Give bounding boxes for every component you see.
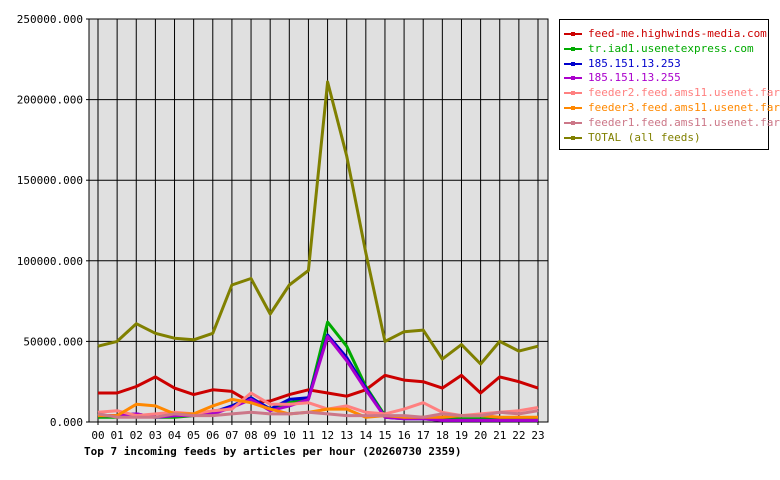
x-tick-label: 16 (397, 429, 410, 442)
legend-label: feed-me.highwinds-media.com (588, 27, 767, 40)
legend-label: feeder2.feed.ams11.usenet.farm (588, 86, 780, 100)
legend-entry: feeder3.feed.ams11.usenet.farm (564, 101, 780, 115)
legend-entry: feed-me.highwinds-media.com (564, 27, 767, 41)
x-tick-label: 12 (321, 429, 334, 442)
x-tick-label: 14 (359, 429, 373, 442)
legend-swatch (564, 46, 582, 51)
y-tick-label: 100000.000 (17, 255, 83, 268)
x-tick-label: 23 (531, 429, 544, 442)
y-tick-label: 200000.000 (17, 94, 83, 107)
x-tick-label: 22 (512, 429, 525, 442)
x-tick-label: 13 (340, 429, 353, 442)
legend-label: feeder3.feed.ams11.usenet.farm (588, 101, 780, 114)
legend-entry: feeder2.feed.ams11.usenet.farm (564, 86, 780, 100)
series-line-7 (97, 80, 539, 366)
axes: 00 01 02 03 04 05 06 07 08 09 10 11 12 13 14 15 16 17 18 19… (17, 13, 545, 442)
x-tick-label: 08 (244, 429, 257, 442)
x-tick-label: 19 (455, 429, 468, 442)
x-tick-label: 17 (417, 429, 430, 442)
series-line-6 (97, 409, 539, 419)
x-tick-label: 11 (302, 429, 315, 442)
x-tick-label: 01 (111, 429, 124, 442)
grid (89, 18, 548, 423)
x-tick-label: 18 (436, 429, 449, 442)
chart-title: Top 7 incoming feeds by articles per hou… (84, 445, 462, 458)
legend-entry: 185.151.13.255 (564, 71, 681, 85)
x-tick-label: 04 (168, 429, 182, 442)
y-tick-label: 0.000 (50, 416, 83, 429)
x-tick-label: 21 (493, 429, 506, 442)
legend: feed-me.highwinds-media.com tr.iad1.usene… (559, 19, 780, 150)
legend-swatch (564, 32, 582, 36)
legend-entry: feeder1.feed.ams11.usenet.farm (564, 116, 780, 130)
x-tick-label: 00 (91, 429, 104, 442)
y-tick-label: 150000.000 (17, 174, 83, 187)
series-line-0 (98, 373, 539, 405)
legend-swatch (564, 76, 582, 81)
y-tick-label: 250000.000 (17, 13, 83, 26)
x-tick-label: 07 (225, 429, 238, 442)
x-tick-label: 03 (149, 429, 162, 442)
x-tick-label: 20 (474, 429, 487, 442)
legend-swatch (564, 91, 582, 96)
legend-swatch (564, 106, 582, 110)
x-tick-label: 05 (187, 429, 200, 442)
legend-entry: tr.iad1.usenetexpress.com (564, 42, 754, 56)
legend-label: feeder1.feed.ams11.usenet.farm (588, 115, 780, 129)
y-tick-label: 50000.000 (23, 335, 83, 348)
legend-swatch (564, 61, 582, 66)
legend-label: TOTAL (all feeds) (588, 130, 701, 144)
legend-swatch (564, 135, 582, 140)
x-tick-label: 06 (206, 429, 219, 442)
legend-label: 185.151.13.255 (588, 71, 681, 85)
legend-label: 185.151.13.253 (588, 56, 681, 70)
legend-swatch (564, 120, 582, 125)
x-tick-label: 10 (283, 429, 296, 442)
x-tick-label: 02 (130, 429, 143, 442)
legend-entry: TOTAL (all feeds) (564, 131, 701, 145)
series-lines (97, 80, 539, 422)
x-tick-label: 09 (264, 429, 277, 442)
x-tick-label: 15 (378, 429, 391, 442)
legend-label: tr.iad1.usenetexpress.com (588, 41, 754, 55)
legend-entry: 185.151.13.253 (564, 57, 681, 71)
